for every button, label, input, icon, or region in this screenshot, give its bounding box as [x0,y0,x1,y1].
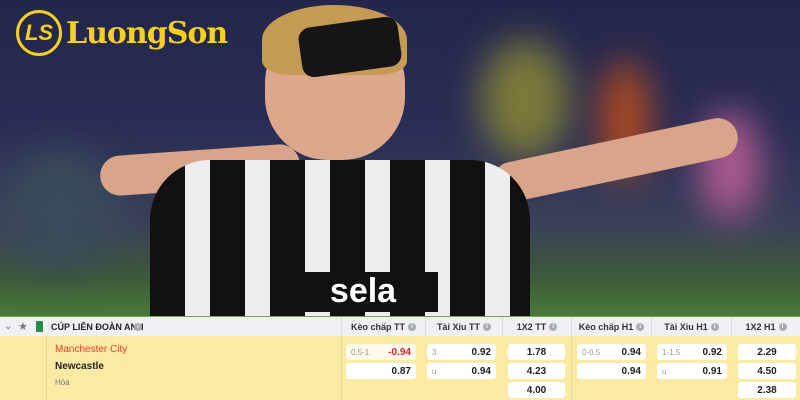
odds-cell[interactable]: 1.78 [508,344,565,360]
odds-cell[interactable]: u 0.91 [657,363,727,379]
table-header: ⌄ ★ CÚP LIÊN ĐOÀN ANH i Kèo chấp TT i Tài… [0,316,800,337]
odds-line: u [432,366,437,376]
col-overunder-h1: Tài Xỉu H1 i [651,317,731,337]
odds-value: 0.94 [621,365,641,377]
odds-value: 0.94 [471,365,491,377]
away-team[interactable]: Newcastle [55,361,104,372]
col-handicap-h1: Kèo chấp H1 i [571,317,651,337]
odds-cell[interactable]: 1-1.5 0.92 [657,344,727,360]
odds-value: -0.94 [388,346,411,358]
odds-value: 1.78 [526,346,547,358]
col-label: Tài Xỉu TT [436,322,480,332]
hero-photo: sela LS LuongSon [0,0,800,316]
odds-line: 0.5-1 [351,347,370,357]
odds-value: 0.94 [621,346,641,358]
info-icon[interactable]: i [549,323,558,331]
odds-cell[interactable]: 0.87 [346,363,416,379]
odds-value: 0.87 [391,365,411,377]
odds-line: 3 [432,347,437,357]
odds-cell[interactable]: 4.50 [738,363,796,379]
favorite-star-icon[interactable]: ★ [18,321,28,333]
collapse-chevron-icon[interactable]: ⌄ [4,321,13,332]
odds-value: 4.23 [526,365,547,377]
odds-cell[interactable]: 0.94 [577,363,646,379]
odds-line: 0-0.5 [582,347,601,357]
col-label: 1X2 H1 [745,322,776,332]
logo-ball-icon: LS [16,10,62,56]
odds-value: 0.92 [702,346,722,358]
league-info-icon[interactable]: i [134,323,142,331]
col-overunder-ft: Tài Xỉu TT i [425,317,502,337]
col-label: Kèo chấp H1 [578,322,634,332]
draw-label: Hòa [55,378,70,387]
info-icon[interactable]: i [483,323,491,331]
odds-value: 0.91 [702,365,722,377]
logo-text: LuongSon [66,15,228,51]
odds-value: 0.92 [471,346,491,358]
info-icon[interactable]: i [710,323,719,331]
odds-cell[interactable]: u 0.94 [427,363,496,379]
odds-value: 2.29 [757,346,777,358]
match-row: Manchester City Newcastle Hòa 0.5-1 -0.94… [0,336,800,400]
col-label: Kèo chấp TT [350,322,405,332]
info-icon[interactable]: i [408,323,416,331]
home-team[interactable]: Manchester City [55,344,128,355]
odds-value: 2.38 [757,384,777,396]
site-logo[interactable]: LS LuongSon [16,10,228,56]
odds-table: ⌄ ★ CÚP LIÊN ĐOÀN ANH i Kèo chấp TT i Tài… [0,316,800,400]
league-name: CÚP LIÊN ĐOÀN ANH [51,322,144,332]
league-logo-icon [36,321,43,332]
col-1x2-ft: 1X2 TT i [502,317,571,337]
col-label: Tài Xỉu H1 [664,322,708,332]
col-1x2-h1: 1X2 H1 i [731,317,800,337]
info-icon[interactable]: i [778,323,787,331]
odds-value: 4.00 [526,384,547,396]
odds-cell[interactable]: 4.00 [508,382,565,398]
odds-cell[interactable]: 0-0.5 0.94 [577,344,646,360]
odds-value: 4.50 [757,365,777,377]
odds-line: u [662,366,667,376]
odds-cell[interactable]: 3 0.92 [427,344,496,360]
odds-cell[interactable]: 2.38 [738,382,796,398]
col-label: 1X2 TT [516,322,547,332]
odds-line: 1-1.5 [662,347,681,357]
odds-cell[interactable]: 4.23 [508,363,565,379]
info-icon[interactable]: i [636,323,645,331]
odds-cell[interactable]: 2.29 [738,344,796,360]
odds-cell[interactable]: 0.5-1 -0.94 [346,344,416,360]
col-handicap-ft: Kèo chấp TT i [341,317,425,337]
